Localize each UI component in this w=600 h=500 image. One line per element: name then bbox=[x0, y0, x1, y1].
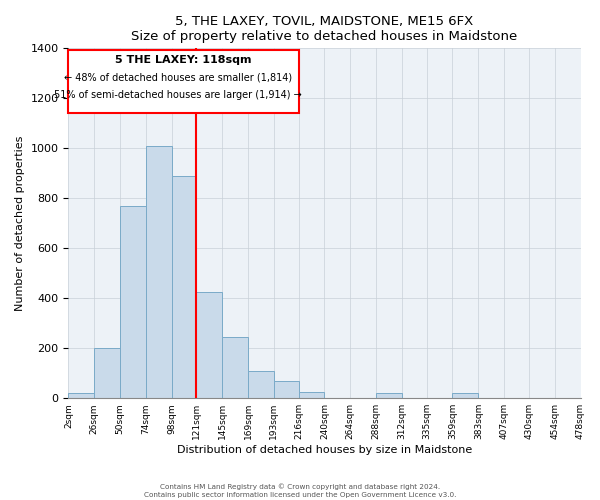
Bar bbox=[376, 393, 402, 398]
Title: 5, THE LAXEY, TOVIL, MAIDSTONE, ME15 6FX
Size of property relative to detached h: 5, THE LAXEY, TOVIL, MAIDSTONE, ME15 6FX… bbox=[131, 15, 518, 43]
Text: 51% of semi-detached houses are larger (1,914) →: 51% of semi-detached houses are larger (… bbox=[54, 90, 302, 100]
FancyBboxPatch shape bbox=[68, 50, 299, 114]
Bar bbox=[452, 393, 478, 398]
Bar bbox=[94, 348, 120, 398]
Bar bbox=[299, 392, 325, 398]
Bar bbox=[274, 380, 299, 398]
Bar bbox=[120, 206, 146, 398]
Text: Contains HM Land Registry data © Crown copyright and database right 2024.
Contai: Contains HM Land Registry data © Crown c… bbox=[144, 484, 456, 498]
Bar bbox=[196, 292, 222, 398]
Text: 5 THE LAXEY: 118sqm: 5 THE LAXEY: 118sqm bbox=[115, 56, 252, 66]
Bar bbox=[222, 337, 248, 398]
Bar bbox=[248, 370, 274, 398]
Bar bbox=[172, 176, 196, 398]
Y-axis label: Number of detached properties: Number of detached properties bbox=[15, 136, 25, 311]
X-axis label: Distribution of detached houses by size in Maidstone: Distribution of detached houses by size … bbox=[177, 445, 472, 455]
Bar bbox=[68, 393, 94, 398]
Bar bbox=[146, 146, 172, 398]
Text: ← 48% of detached houses are smaller (1,814): ← 48% of detached houses are smaller (1,… bbox=[64, 72, 292, 82]
